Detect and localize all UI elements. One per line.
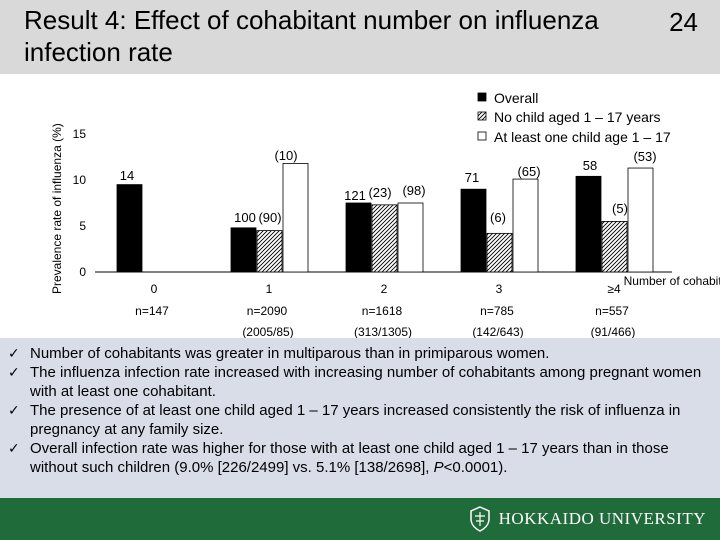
data-label: 14: [120, 168, 134, 183]
bar-no: [371, 204, 398, 273]
y-tick-label: 5: [79, 219, 86, 233]
legend-swatch: [477, 111, 487, 121]
legend-label: No child aged 1 – 17 years: [494, 109, 661, 125]
slide-number: 24: [669, 7, 698, 37]
bar-overall: [460, 188, 487, 273]
bar-overall: [116, 184, 143, 273]
title-bar: Result 4: Effect of cohabitant number on…: [0, 0, 720, 74]
bullet-item: ✓ The influenza infection rate increased …: [8, 364, 702, 400]
count-label: (2005/85): [242, 325, 293, 338]
y-axis-label: Prevalence rate of influenza (%): [50, 123, 64, 294]
check-icon: ✓: [8, 402, 20, 418]
data-label: (98): [402, 183, 425, 198]
bar-at: [512, 178, 539, 273]
bar-no: [601, 220, 628, 273]
data-label: (53): [633, 149, 656, 164]
data-label: (90): [258, 210, 281, 225]
bar-chart: Prevalence rate of influenza (%) 0 5 10 15 0 n…: [50, 90, 720, 338]
check-icon: ✓: [8, 364, 20, 380]
bar-at: [627, 167, 654, 273]
x-tick-label: 2: [381, 282, 388, 296]
bullet-item: ✓ Number of cohabitants was greater in mu…: [8, 345, 550, 362]
y-tick-label: 0: [79, 265, 86, 279]
data-label: (5): [612, 201, 628, 216]
bar-no: [256, 230, 283, 273]
data-label: 58: [583, 158, 597, 173]
check-icon: ✓: [8, 440, 20, 456]
count-label: (142/643): [472, 325, 523, 338]
footer-bar: HOKKAIDO UNIVERSITY: [0, 498, 720, 540]
x-tick-label: ≥4: [607, 282, 621, 296]
legend-swatch: [477, 131, 487, 141]
x-tick-label: 3: [496, 282, 503, 296]
data-label: 100: [234, 210, 256, 225]
data-label: (6): [490, 210, 506, 225]
y-tick-label: 15: [73, 127, 87, 141]
bullet-item: ✓ Overall infection rate was higher for t…: [8, 440, 669, 476]
n-label: n=2090: [247, 304, 288, 318]
university-logo: HOKKAIDO UNIVERSITY: [469, 504, 706, 534]
n-label: n=1618: [362, 304, 403, 318]
bar-overall: [575, 175, 602, 273]
bullet-item: ✓ The presence of at least one child aged…: [8, 402, 681, 438]
check-icon: ✓: [8, 345, 20, 361]
n-label: n=785: [480, 304, 514, 318]
bar-at: [282, 163, 309, 273]
data-label: 121: [344, 188, 366, 203]
bar-overall: [345, 202, 372, 273]
slide-title: Result 4: Effect of cohabitant number on…: [24, 5, 599, 67]
data-label: (65): [517, 164, 540, 179]
data-label: (23): [368, 185, 391, 200]
data-label: (10): [274, 148, 297, 163]
legend-swatch: [477, 92, 487, 102]
bar-overall: [230, 227, 257, 273]
x-tick-label: 0: [151, 282, 158, 296]
hokkaido-crest-icon: [469, 506, 490, 532]
n-label: n=147: [135, 304, 169, 318]
university-name: HOKKAIDO UNIVERSITY: [498, 509, 706, 528]
x-axis-label: Number of cohabitants: [624, 274, 720, 288]
count-label: (91/466): [591, 325, 636, 338]
bar-at: [397, 202, 424, 273]
legend-label: At least one child age 1 – 17: [494, 129, 671, 145]
data-label: 71: [465, 170, 479, 185]
n-label: n=557: [595, 304, 629, 318]
y-tick-label: 10: [73, 173, 87, 187]
bar-no: [486, 232, 513, 273]
x-tick-label: 1: [266, 282, 273, 296]
legend-label: Overall: [494, 90, 538, 106]
count-label: (313/1305): [354, 325, 412, 338]
findings-list: ✓ Number of cohabitants was greater in mu…: [0, 338, 720, 498]
